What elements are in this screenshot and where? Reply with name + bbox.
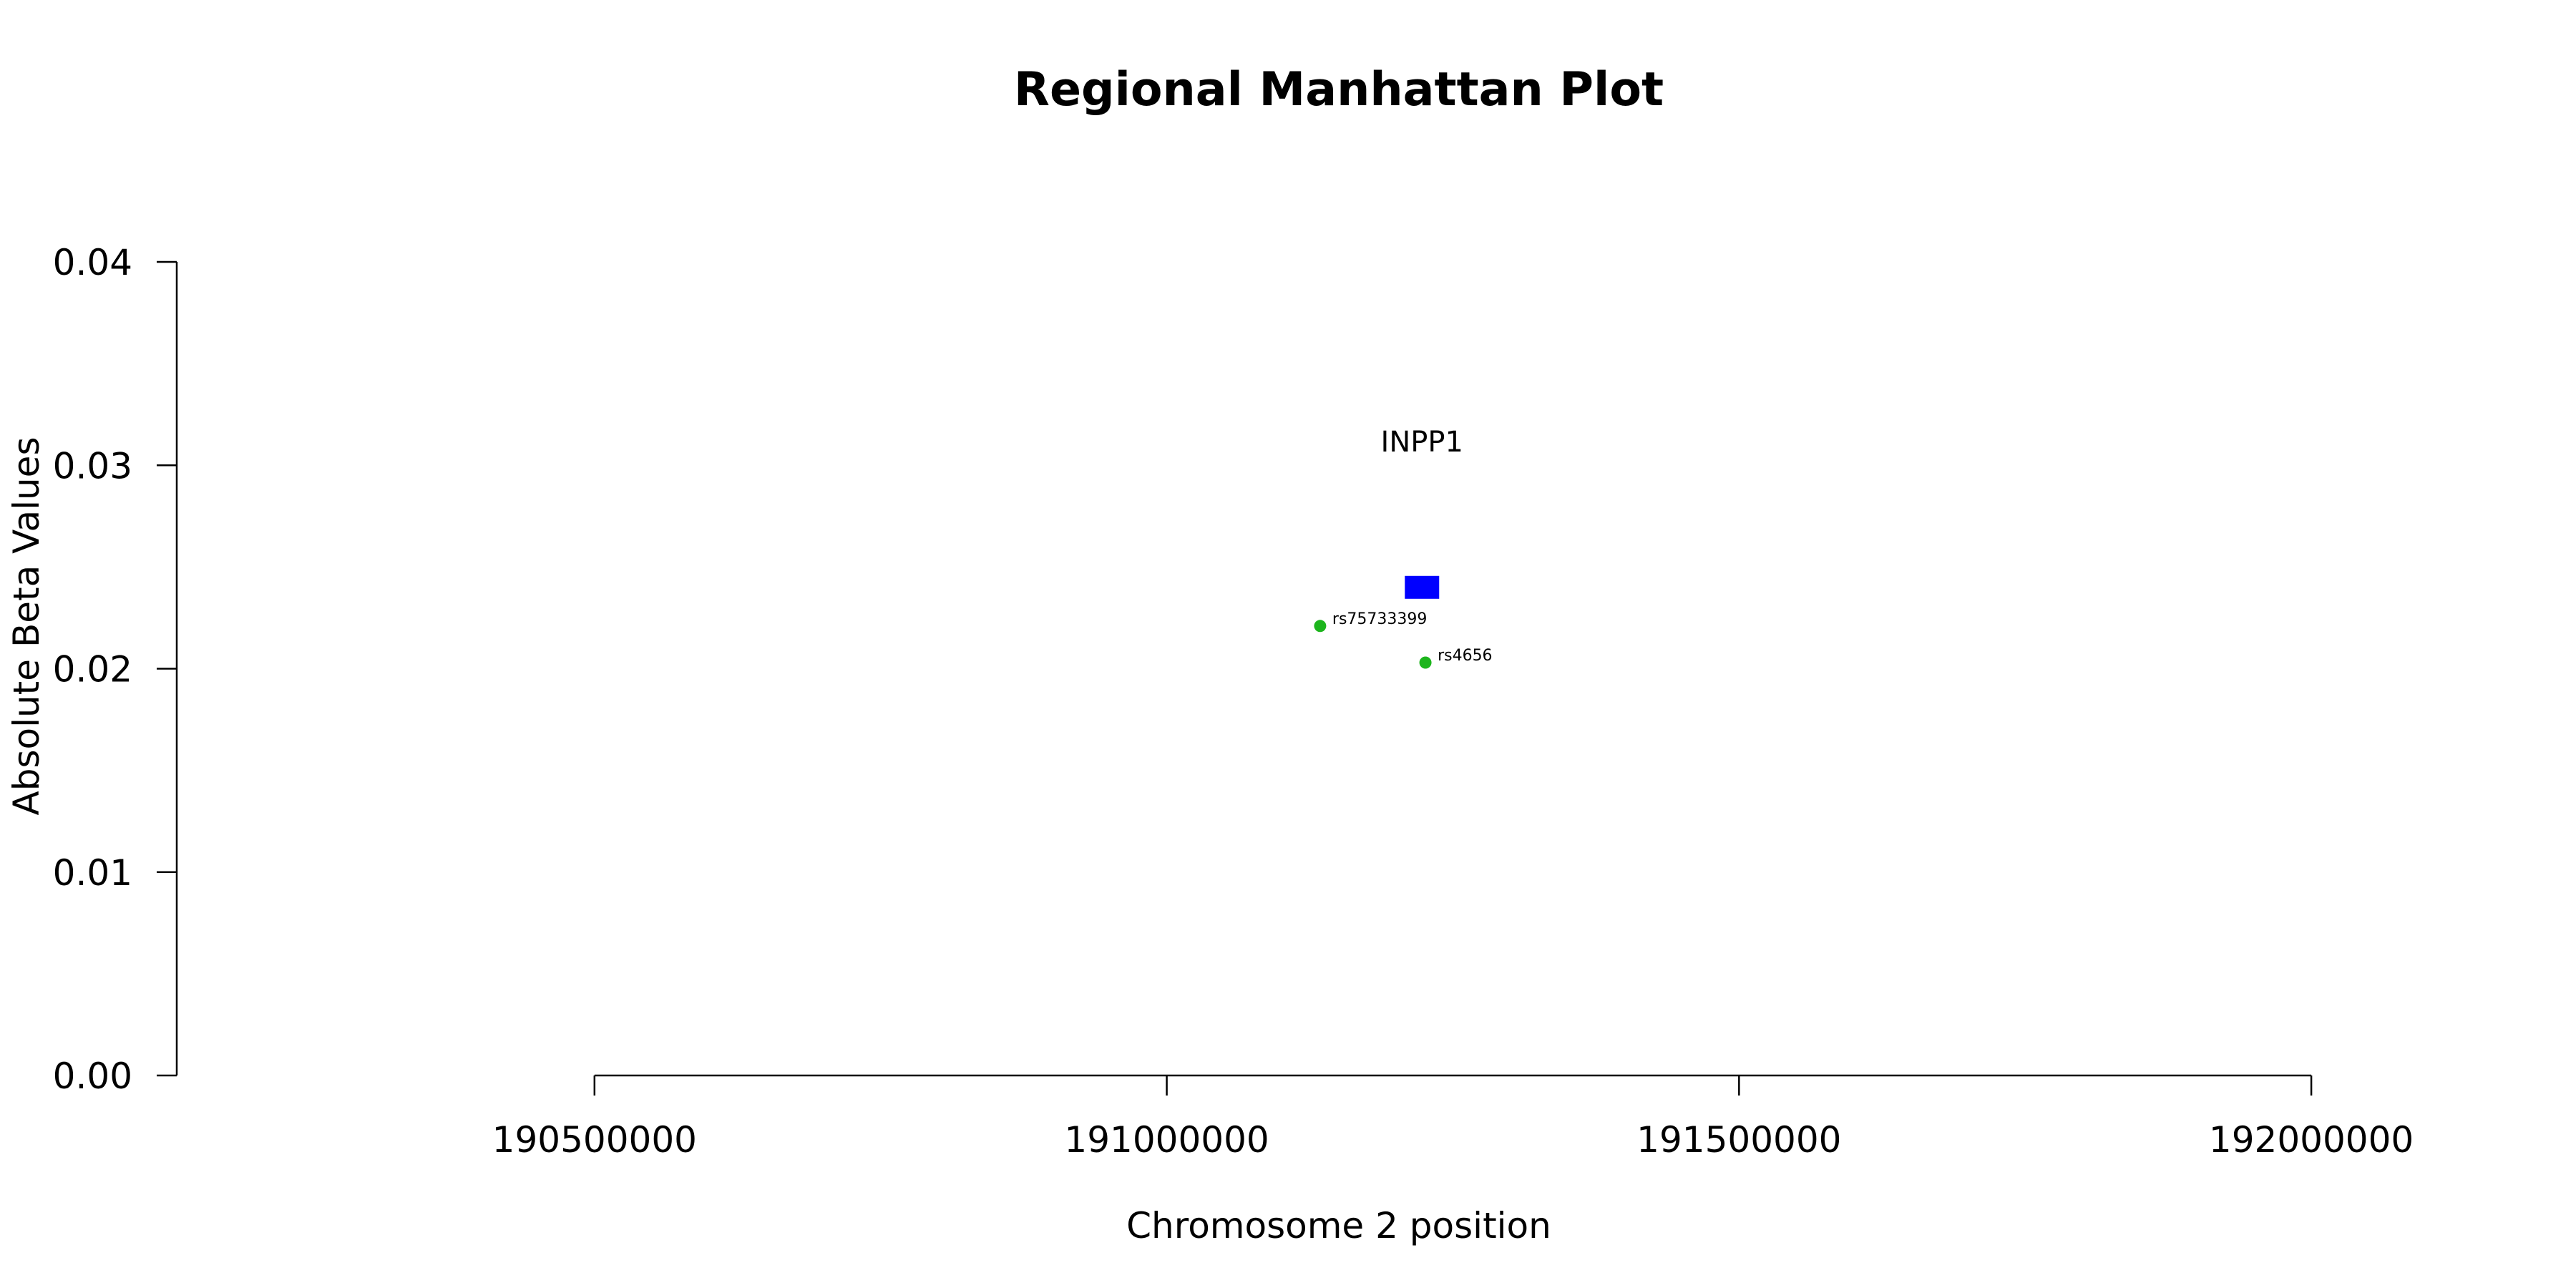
snp-label: rs4656 (1438, 647, 1492, 665)
y-tick-label: 0.04 (53, 242, 132, 283)
x-axis: 190500000 191000000 191500000 192000000 (492, 1074, 2414, 1161)
x-tick-label: 192000000 (2209, 1119, 2414, 1161)
snp-point (1419, 656, 1432, 669)
x-tick-label: 191000000 (1064, 1119, 1269, 1161)
chart-title: Regional Manhattan Plot (1014, 63, 1664, 117)
y-tick-label: 0.01 (53, 852, 132, 894)
y-tick-label: 0.02 (53, 649, 132, 691)
snp-point (1314, 620, 1327, 633)
x-tick-label: 191500000 (1636, 1119, 1841, 1161)
gene-layer: INPP1 (1381, 426, 1463, 599)
y-tick-label: 0.03 (53, 445, 132, 487)
y-axis: 0.00 0.01 0.02 0.03 0.04 (53, 242, 178, 1097)
y-tick-label: 0.00 (53, 1055, 132, 1097)
y-axis-label: Absolute Beta Values (6, 437, 47, 816)
gene-label: INPP1 (1381, 426, 1463, 459)
x-tick-label: 190500000 (492, 1119, 697, 1161)
snp-label: rs75733399 (1332, 610, 1427, 628)
x-axis-label: Chromosome 2 position (1126, 1205, 1551, 1246)
snp-layer: rs75733399 rs4656 (1314, 610, 1493, 669)
gene-bar (1405, 575, 1440, 599)
